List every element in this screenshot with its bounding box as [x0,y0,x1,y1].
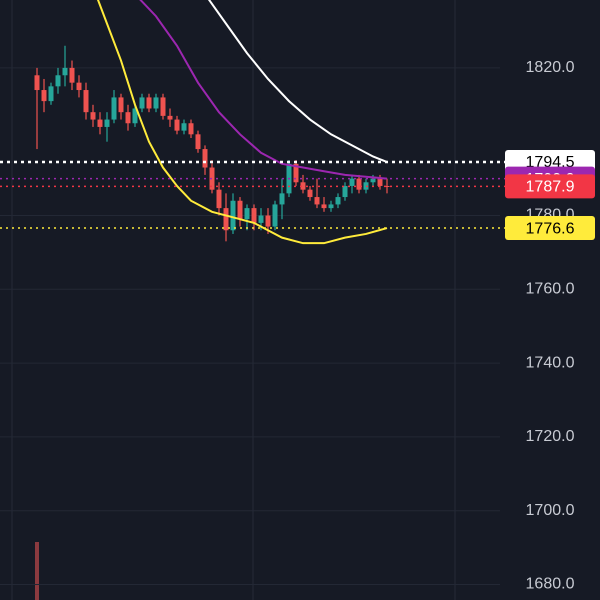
volume-bar [35,542,39,600]
price-label-box [505,174,595,199]
candle-body [300,182,306,190]
y-tick-label: 1760.0 [526,281,575,298]
candle-body [174,119,180,131]
candle-body [230,200,236,231]
candle-body [328,204,334,209]
candle-body [293,163,299,183]
candle-body [342,185,348,198]
candle-body [41,90,47,102]
candle-body [111,97,117,120]
candle-body [349,178,355,186]
candle-body [167,115,173,120]
candle-body [335,197,341,205]
candle-body [153,97,159,109]
y-tick-label: 1700.0 [526,502,575,519]
candle-body [62,67,68,76]
candle-body [384,185,390,187]
candle-body [307,189,313,198]
candle-body [83,90,89,113]
candle-body [321,204,327,209]
candle-body [244,208,250,220]
candle-body [48,86,54,102]
candle-body [90,112,96,120]
candle-body [97,119,103,127]
candle-body [139,97,145,109]
price-label-box [505,216,595,241]
candle-body [125,112,131,124]
y-tick-label: 1680.0 [526,576,575,593]
candle-body [146,97,152,109]
candle-body [216,189,222,209]
y-tick-label: 1740.0 [526,354,575,371]
candle-body [132,108,138,124]
candle-body [314,197,320,205]
candle-body [195,134,201,150]
y-tick-label: 1820.0 [526,59,575,76]
price-label: 1787.9 [526,179,575,196]
candle-body [237,200,243,220]
moving-average [207,0,388,163]
candle-body [188,123,194,135]
candle-body [272,204,278,227]
candle-body [377,178,383,186]
candle-body [356,178,362,190]
candle-body [118,97,124,113]
candle-body [181,123,187,131]
candle-body [55,75,61,87]
moving-average [96,0,388,245]
candle-body [104,119,110,127]
moving-average [139,0,388,180]
candle-body [160,97,166,116]
candle-body [370,178,376,183]
candle-body [251,208,257,223]
y-tick-label: 1720.0 [526,428,575,445]
candle-body [69,67,75,83]
candle-body [265,215,271,227]
candle-body [279,193,285,205]
candle-body [34,75,40,91]
candle-body [202,149,208,168]
candle-body [258,215,264,223]
candle-body [76,82,82,91]
price-label: 1776.6 [526,220,575,237]
candle-body [223,208,229,231]
